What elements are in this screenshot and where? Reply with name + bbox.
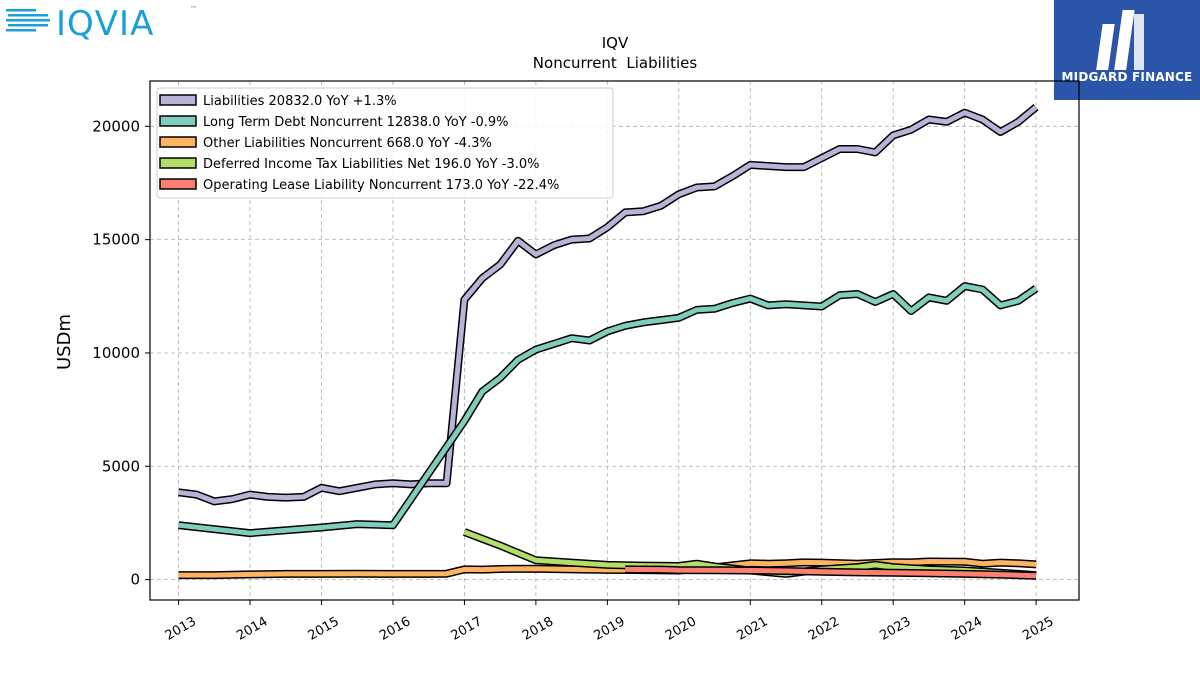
x-tick-label: 2014 <box>234 614 270 644</box>
x-tick-label: 2015 <box>306 614 342 644</box>
x-tick-label: 2022 <box>806 614 842 644</box>
series-line <box>178 105 1038 504</box>
legend-swatch <box>159 136 197 148</box>
series-1 <box>178 282 1039 538</box>
badge-text: MIDGARD FINANCE <box>1061 70 1193 84</box>
legend-entry: Operating Lease Liability Noncurrent 173… <box>203 178 559 193</box>
y-tick-label: 10000 <box>92 344 140 362</box>
series-4 <box>625 565 1037 580</box>
x-tick-label: 2013 <box>163 614 199 644</box>
x-tick-label: 2020 <box>663 614 699 644</box>
plot-frame <box>149 80 1080 601</box>
x-axis: 2013 2014 2015 2016 2017 2018 2019 2020 2021 2022… <box>163 600 1056 644</box>
chart-subtitle: Noncurrent Liabilities <box>533 54 698 72</box>
x-tick-label: 2017 <box>449 614 485 644</box>
series-line <box>178 283 1038 536</box>
x-tick-label: 2016 <box>377 614 413 644</box>
legend-entry: Deferred Income Tax Liabilities Net 196.… <box>203 157 539 172</box>
y-tick-label: 5000 <box>102 457 140 475</box>
x-tick-label: 2024 <box>949 614 985 644</box>
legend-swatch <box>159 94 197 106</box>
series-line <box>625 566 1037 579</box>
trademark-mark: ™ <box>190 5 197 13</box>
legend-entry: Liabilities 20832.0 YoY +1.3% <box>203 94 397 109</box>
midgard-logo-icon <box>1096 10 1144 70</box>
legend: Liabilities 20832.0 YoY +1.3% Long Term D… <box>156 87 614 199</box>
y-axis-label: USDm <box>54 314 75 370</box>
x-tick-label: 2018 <box>520 614 556 644</box>
y-tick-label: 15000 <box>92 231 140 249</box>
legend-swatch <box>159 115 197 127</box>
logo-stripes-icon <box>6 9 50 32</box>
x-tick-label: 2019 <box>592 614 628 644</box>
series-layer <box>178 104 1039 580</box>
y-tick-label: 20000 <box>92 117 140 135</box>
legend-swatch <box>159 178 197 190</box>
x-tick-label: 2023 <box>877 614 913 644</box>
logo-text: IQVIA <box>56 4 154 42</box>
legend-box <box>156 87 614 199</box>
y-tick-label: 0 <box>130 571 140 589</box>
legend-entry: Other Liabilities Noncurrent 668.0 YoY -… <box>203 136 492 151</box>
iqvia-logo: IQVIA ™ <box>4 2 204 46</box>
legend-entry: Long Term Debt Noncurrent 12838.0 YoY -0… <box>203 115 509 130</box>
y-axis: 0 5000 10000 15000 20000 <box>92 117 150 589</box>
x-tick-label: 2025 <box>1020 614 1056 644</box>
legend-swatch <box>159 157 197 169</box>
chart-title: IQV <box>602 34 629 52</box>
midgard-finance-badge: MIDGARD FINANCE <box>1054 0 1200 100</box>
x-tick-label: 2021 <box>734 614 770 644</box>
series-0 <box>178 104 1039 506</box>
